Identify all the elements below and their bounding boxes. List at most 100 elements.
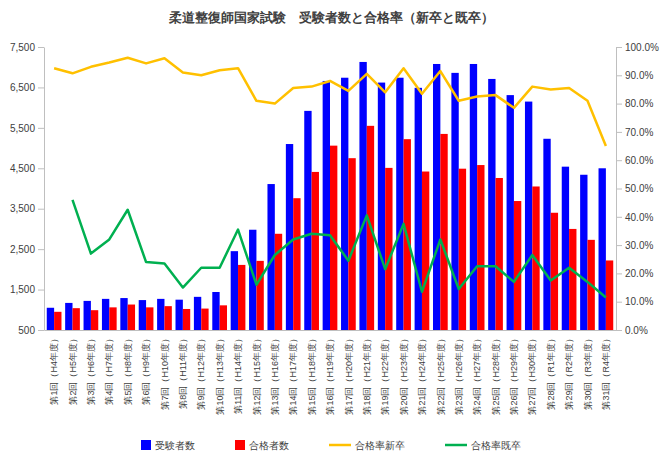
- bar: [102, 299, 109, 330]
- y-tick: 7,500: [10, 42, 44, 53]
- bar: [91, 310, 98, 330]
- bar-series: [47, 62, 606, 330]
- bar: [378, 83, 385, 330]
- line: [73, 200, 606, 298]
- x-tick-label: 第13回（H16年度）: [270, 334, 280, 415]
- plot: 5001,5002,5003,5004,5005,5006,5007,5000.…: [10, 42, 659, 415]
- x-axis: 第1回（H4年度）第2回（H5年度）第3回（H6年度）第4回（H7年度）第5回（…: [45, 330, 617, 415]
- x-tick-label: 第29回（R2年度）: [564, 334, 574, 410]
- bar: [470, 64, 477, 330]
- y-tick-mark: [38, 47, 44, 48]
- bar: [183, 309, 190, 330]
- bar: [238, 265, 245, 330]
- y-axis: 5001,5002,5003,5004,5005,5006,5007,500: [10, 42, 45, 336]
- legend-item: 受験者数: [141, 440, 195, 451]
- bar: [231, 251, 238, 330]
- bar: [73, 308, 80, 330]
- x-tick: 第20回（H23年度）: [399, 330, 409, 415]
- x-tick: 第21回（H24年度）: [417, 330, 427, 415]
- x-tick-label: 第24回（H27年度）: [472, 334, 482, 415]
- bar: [543, 139, 550, 330]
- y2-tick-label: 20.0%: [625, 268, 653, 279]
- y2-tick-label: 70.0%: [625, 127, 653, 138]
- y2-tick-mark: [616, 160, 622, 161]
- x-axis-line: [45, 330, 617, 331]
- x-tick: 第11回（H14年度）: [233, 330, 243, 414]
- x-tick-label: 第31回（R4年度）: [601, 334, 611, 410]
- x-tick: 第31回（R4年度）: [601, 330, 611, 410]
- bar: [562, 167, 569, 330]
- y-tick-label: 500: [18, 325, 35, 336]
- x-tick-label: 第11回（H14年度）: [233, 334, 243, 414]
- bar: [220, 305, 227, 330]
- y2-tick-mark: [616, 273, 622, 274]
- x-tick-label: 第20回（H23年度）: [399, 334, 409, 415]
- bar: [580, 175, 587, 330]
- y-tick: 3,500: [10, 203, 44, 214]
- x-tick-label: 第8回（H11年度）: [178, 334, 188, 409]
- bar: [599, 168, 606, 330]
- legend-swatch: [445, 444, 467, 447]
- x-tick: 第16回（H19年度）: [325, 330, 335, 415]
- y2-tick-mark: [616, 132, 622, 133]
- bar: [54, 312, 61, 330]
- bar: [47, 308, 54, 330]
- y-tick-mark: [38, 87, 44, 88]
- x-tick: 第27回（H30年度）: [527, 330, 537, 415]
- bar: [396, 78, 403, 330]
- legend-item: 合格率既卒: [445, 440, 521, 451]
- bar: [212, 292, 219, 330]
- x-tick: 第12回（H15年度）: [252, 330, 262, 415]
- marks: [47, 58, 613, 330]
- y2-tick-mark: [616, 189, 622, 190]
- x-tick: 第29回（R2年度）: [564, 330, 574, 410]
- bar: [507, 95, 514, 330]
- y-tick-label: 5,500: [10, 123, 35, 134]
- x-tick: 第24回（H27年度）: [472, 330, 482, 415]
- bar: [385, 168, 392, 330]
- y-tick-mark: [38, 249, 44, 250]
- x-tick: 第15回（H18年度）: [307, 330, 317, 415]
- x-tick-label: 第27回（H30年度）: [527, 334, 537, 415]
- x-tick-label: 第28回（R1年度）: [546, 334, 556, 410]
- x-tick: 第30回（R3年度）: [583, 330, 593, 410]
- y-tick-label: 7,500: [10, 42, 35, 53]
- y2-tick-mark: [616, 330, 622, 331]
- x-tick-label: 第14回（H17年度）: [288, 334, 298, 415]
- y2-tick: 50.0%: [616, 183, 653, 194]
- bar: [256, 261, 263, 330]
- x-tick: 第26回（H29年度）: [509, 330, 519, 415]
- bar: [496, 178, 503, 330]
- bar: [488, 79, 495, 330]
- x-tick: 第14回（H17年度）: [288, 330, 298, 415]
- bar: [341, 78, 348, 330]
- legend-swatch: [141, 440, 151, 450]
- x-tick: 第8回（H11年度）: [178, 330, 188, 409]
- legend-swatch: [329, 444, 351, 447]
- x-tick-label: 第17回（H20年度）: [344, 334, 354, 415]
- bar: [477, 165, 484, 330]
- bar: [194, 297, 201, 330]
- x-tick-label: 第9回（H12年度）: [196, 334, 206, 410]
- bar: [157, 299, 164, 330]
- bar: [164, 306, 171, 330]
- x-tick: 第5回（H8年度）: [123, 330, 133, 405]
- bar: [286, 144, 293, 330]
- x-tick: 第19回（H22年度）: [380, 330, 390, 415]
- bar: [176, 300, 183, 330]
- bar: [451, 73, 458, 330]
- y2-tick: 10.0%: [616, 296, 653, 307]
- y2-tick-label: 90.0%: [625, 70, 653, 81]
- bar: [146, 307, 153, 330]
- x-tick: 第25回（H28年度）: [491, 330, 501, 415]
- chart: 柔道整復師国家試験 受験者数と合格率（新卒と既卒）5001,5002,5003,…: [0, 0, 662, 459]
- y2-tick: 60.0%: [616, 155, 653, 166]
- y-tick-mark: [38, 168, 44, 169]
- y2-tick: 30.0%: [616, 240, 653, 251]
- y-tick: 4,500: [10, 163, 44, 174]
- bar: [304, 111, 311, 330]
- x-tick: 第28回（R1年度）: [546, 330, 556, 410]
- bar: [606, 260, 613, 330]
- x-tick-label: 第12回（H15年度）: [252, 334, 262, 415]
- y-tick: 500: [18, 325, 44, 336]
